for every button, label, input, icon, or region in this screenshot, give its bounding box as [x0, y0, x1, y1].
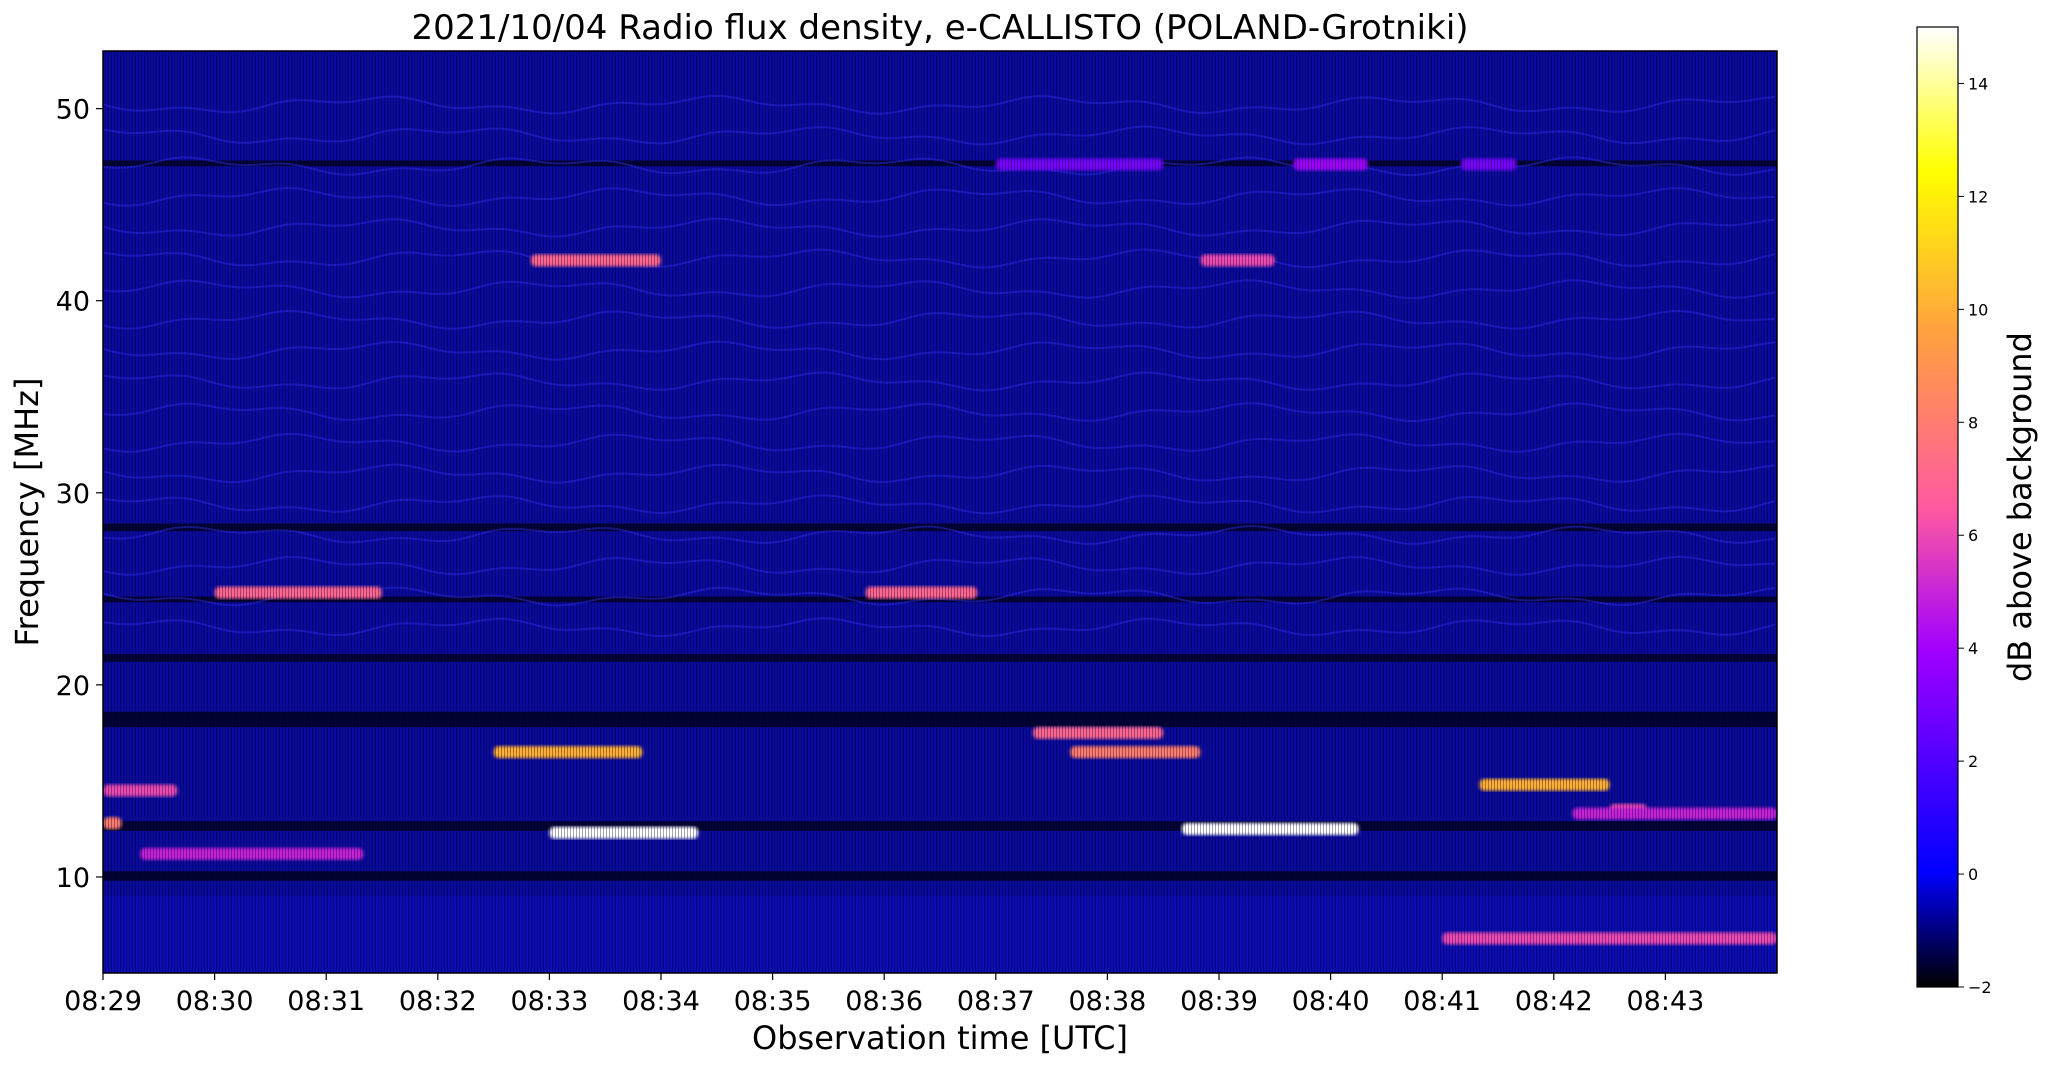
x-tick-label: 08:30: [176, 986, 254, 1017]
colorbar-tick-label: 2: [1968, 752, 1978, 771]
x-tick-label: 08:42: [1515, 986, 1593, 1017]
x-tick-label: 08:31: [287, 986, 365, 1017]
plot-frame: [102, 50, 1778, 974]
colorbar-tick-label: −2: [1968, 978, 1992, 997]
colorbar-tick-label: 6: [1968, 526, 1978, 545]
x-tick-label: 08:33: [510, 986, 588, 1017]
x-tick-label: 08:41: [1403, 986, 1481, 1017]
colorbar-label: dB above background: [2001, 332, 2039, 682]
y-tick-label: 10: [56, 863, 90, 894]
colorbar-gradient: [1916, 26, 1959, 988]
y-axis-label: Frequency [MHz]: [8, 378, 46, 647]
y-tick-label: 30: [56, 479, 90, 510]
colorbar: −2 0 2 4 6 8 10 12 14 dB above background: [1916, 26, 2039, 997]
y-tick-label: 20: [56, 671, 90, 702]
x-tick-label: 08:29: [64, 986, 142, 1017]
x-tick-label: 08:40: [1292, 986, 1370, 1017]
colorbar-tick-label: 10: [1968, 300, 1988, 319]
y-axis-ticks: 10 20 30 40 50: [56, 95, 103, 894]
x-tick-label: 08:35: [734, 986, 812, 1017]
colorbar-tick-label: 8: [1968, 413, 1978, 432]
colorbar-tick-label: 12: [1968, 187, 1988, 206]
x-tick-label: 08:32: [399, 986, 477, 1017]
x-tick-label: 08:38: [1068, 986, 1146, 1017]
colorbar-tick-label: 0: [1968, 865, 1978, 884]
x-tick-label: 08:34: [622, 986, 700, 1017]
y-tick-label: 40: [56, 287, 90, 318]
x-axis-label: Observation time [UTC]: [752, 1019, 1128, 1057]
x-tick-label: 08:37: [957, 986, 1035, 1017]
y-tick-label: 50: [56, 95, 90, 126]
chart-title: 2021/10/04 Radio flux density, e-CALLIST…: [411, 8, 1468, 48]
colorbar-tick-label: 14: [1968, 74, 1988, 93]
x-tick-label: 08:43: [1626, 986, 1704, 1017]
vertical-striping: [103, 51, 1777, 973]
colorbar-tick-label: 4: [1968, 639, 1978, 658]
x-axis-ticks: 08:29 08:30 08:31 08:32 08:33 08:34 08:35 08:36…: [64, 973, 1704, 1017]
x-tick-label: 08:36: [845, 986, 923, 1017]
plot-area: [103, 51, 1777, 973]
x-tick-label: 08:39: [1180, 986, 1258, 1017]
colorbar-ticks: −2 0 2 4 6 8 10 12 14: [1958, 74, 1992, 997]
